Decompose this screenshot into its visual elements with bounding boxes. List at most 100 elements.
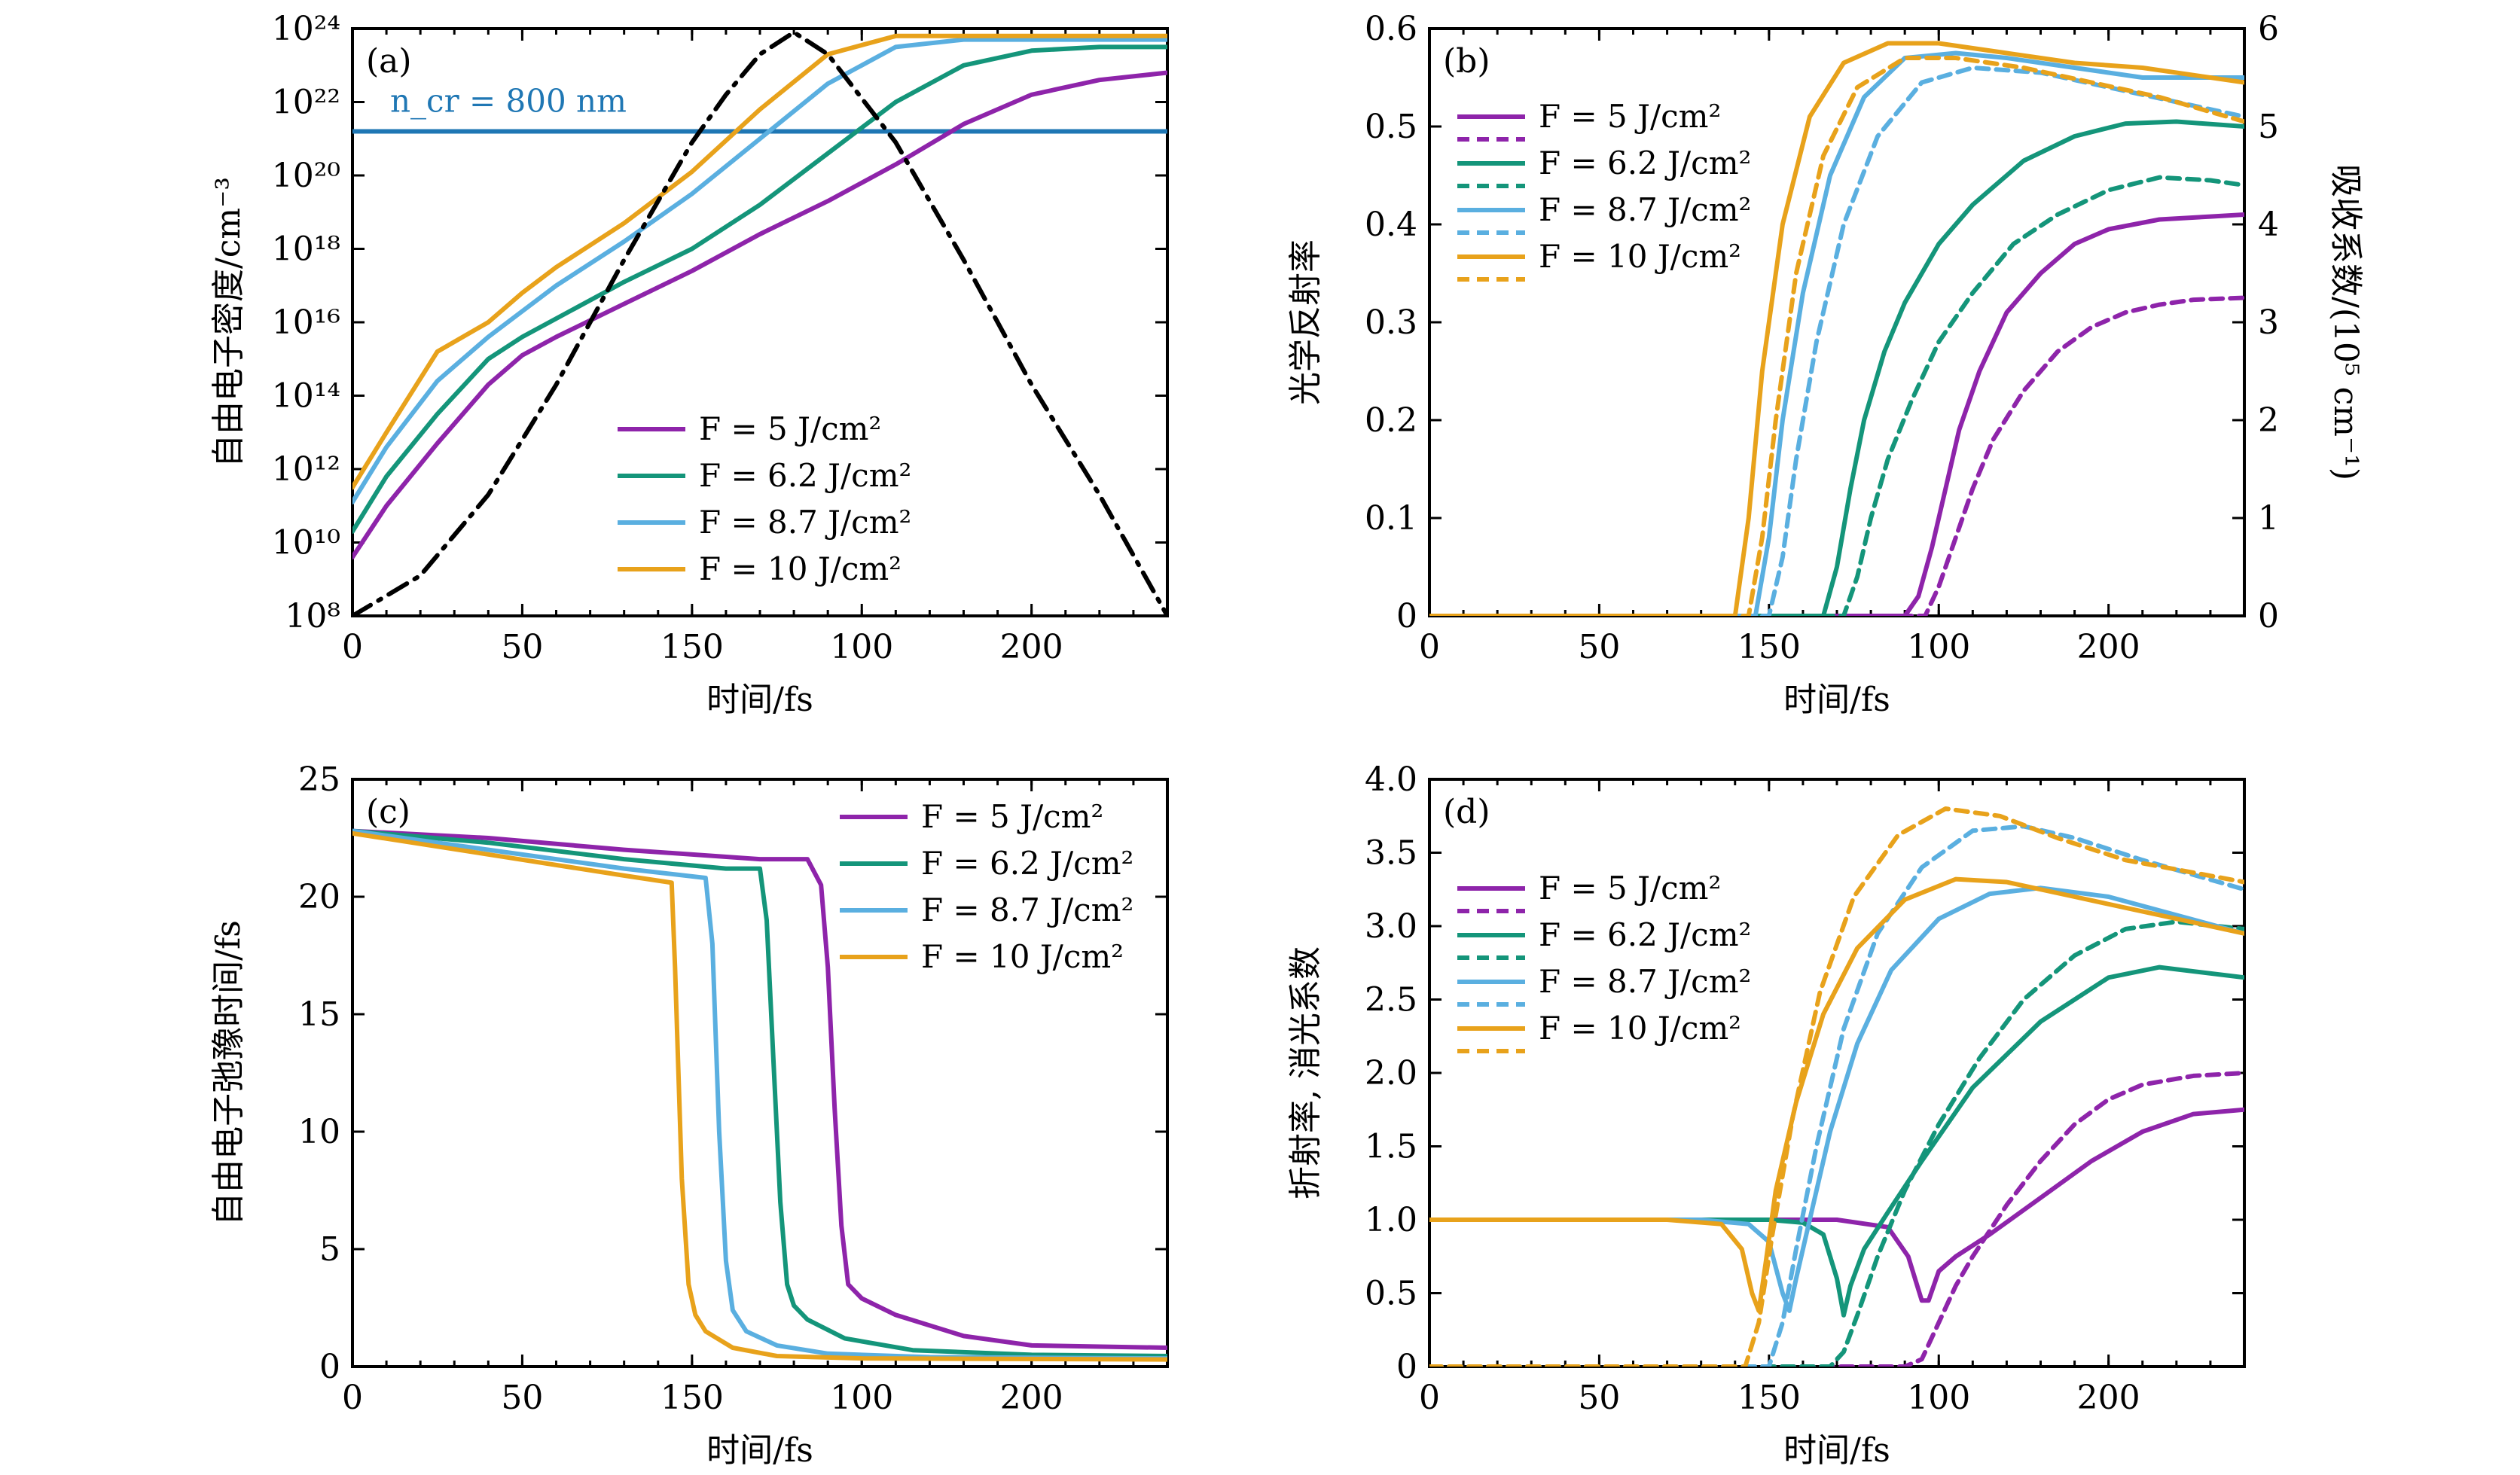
series-line-F = 10 J/cm² bbox=[1429, 41, 2244, 616]
plot-area bbox=[1429, 806, 2244, 1367]
y-tick-label: 0.1 bbox=[1365, 499, 1417, 538]
x-tick-label: 200 bbox=[1000, 1379, 1063, 1417]
series-line-pulse-dashdot bbox=[352, 29, 1167, 616]
panel-b: 0 50 150 100 200 0 0.1 0.2 0.3 0.4 0.5 0.6 0 1 2 3 4 5 6 吸收… bbox=[1286, 10, 2365, 719]
series-line-F = 5 J/cm² bbox=[352, 70, 1167, 559]
x-tick-label: 150 bbox=[661, 1379, 724, 1417]
series-line-F10-dashed bbox=[1429, 806, 2244, 1367]
legend-label: F = 5 J/cm² bbox=[699, 410, 881, 447]
x-axis-title: 时间/fs bbox=[1783, 681, 1890, 719]
x-tick-label: 150 bbox=[661, 628, 724, 666]
legend-label: F = 6.2 J/cm² bbox=[921, 845, 1133, 882]
series-line-F = 5 J/cm² bbox=[1429, 1107, 2244, 1303]
legend-label: F = 8.7 J/cm² bbox=[921, 891, 1133, 928]
series-line-F = 10 J/cm² bbox=[352, 830, 1167, 1362]
x-tick-label: 0 bbox=[342, 628, 363, 666]
y-tick-label: 10²² bbox=[272, 84, 340, 122]
y-right-tick-label: 6 bbox=[2258, 10, 2279, 48]
legend-label: F = 6.2 J/cm² bbox=[699, 457, 911, 494]
series-line-F = 8.7 J/cm² bbox=[1429, 885, 2244, 1313]
y-tick-label: 3.5 bbox=[1365, 834, 1417, 873]
x-tick-label: 150 bbox=[1737, 1379, 1801, 1417]
y-tick-label: 1.0 bbox=[1365, 1201, 1417, 1239]
y-axis-title: 折射率, 消光系数 bbox=[1286, 946, 1325, 1199]
legend-label: F = 10 J/cm² bbox=[921, 938, 1124, 975]
legend-label: F = 8.7 J/cm² bbox=[1539, 191, 1751, 228]
y-tick-label: 10¹⁸ bbox=[272, 230, 340, 269]
series-line-F = 6.2 J/cm² bbox=[352, 828, 1167, 1358]
x-axis-title: 时间/fs bbox=[706, 681, 813, 719]
x-tick-label: 100 bbox=[1907, 628, 1970, 666]
y-tick-label: 0.3 bbox=[1365, 303, 1417, 342]
panel-label: (b) bbox=[1443, 42, 1490, 81]
y-tick-label: 0 bbox=[1396, 597, 1417, 635]
y-axis-title: 光学反射率 bbox=[1286, 239, 1325, 405]
plot-area bbox=[1429, 41, 2244, 616]
series-line-F = 6.2 J/cm² bbox=[352, 44, 1167, 534]
y-right-axis-title: 吸收系数/(10⁵ cm⁻¹) bbox=[2326, 164, 2365, 480]
y-tick-label: 10¹⁰ bbox=[272, 524, 340, 562]
plot-area bbox=[352, 828, 1167, 1362]
x-tick-label: 200 bbox=[2077, 1379, 2140, 1417]
critical-density-annotation: n_cr = 800 nm bbox=[390, 83, 627, 120]
y-tick-label: 4.0 bbox=[1365, 760, 1417, 799]
x-tick-label: 150 bbox=[1737, 628, 1801, 666]
legend-label: F = 10 J/cm² bbox=[699, 550, 902, 587]
y-right-tick-label: 1 bbox=[2258, 499, 2279, 538]
y-axis-title: 自由电子密度/cm⁻³ bbox=[209, 177, 248, 468]
series-line-F = 5 J/cm² bbox=[1429, 212, 2244, 616]
y-right-tick-label: 5 bbox=[2258, 108, 2279, 146]
series-line-F8_7-dashed bbox=[1429, 66, 2244, 616]
y-tick-label: 1.5 bbox=[1365, 1128, 1417, 1166]
y-tick-label: 0.4 bbox=[1365, 206, 1417, 244]
series-line-F = 10 J/cm² bbox=[352, 33, 1167, 490]
x-tick-label: 100 bbox=[1907, 1379, 1970, 1417]
y-tick-label: 3.0 bbox=[1365, 907, 1417, 946]
x-tick-label: 100 bbox=[830, 628, 893, 666]
series-line-F8_7-dashed bbox=[1429, 824, 2244, 1367]
plot-area bbox=[352, 29, 1167, 616]
y-tick-label: 10 bbox=[298, 1113, 340, 1151]
x-tick-label: 0 bbox=[342, 1379, 363, 1417]
x-axis-title: 时间/fs bbox=[1783, 1431, 1890, 1470]
series-line-F = 8.7 J/cm² bbox=[1429, 50, 2244, 616]
y-tick-label: 0 bbox=[319, 1348, 340, 1386]
x-tick-label: 0 bbox=[1419, 628, 1440, 666]
series-line-F = 8.7 J/cm² bbox=[352, 37, 1167, 504]
y-right-tick-label: 4 bbox=[2258, 206, 2279, 244]
series-line-F = 5 J/cm² bbox=[352, 828, 1167, 1350]
y-tick-label: 2.0 bbox=[1365, 1054, 1417, 1093]
legend-label: F = 5 J/cm² bbox=[1539, 98, 1721, 135]
y-tick-label: 5 bbox=[319, 1230, 340, 1269]
legend-label: F = 10 J/cm² bbox=[1539, 238, 1741, 275]
legend-label: F = 8.7 J/cm² bbox=[1539, 963, 1751, 1000]
x-tick-label: 50 bbox=[1578, 1379, 1620, 1417]
series-line-F5-dashed bbox=[1429, 1071, 2244, 1367]
panel-a: 0 50 150 100 200 10⁸ 10¹⁰ 10¹² 10¹⁴ 10¹⁶ 10¹⁸ 10²⁰ 1… bbox=[209, 10, 1169, 719]
x-tick-label: 200 bbox=[1000, 628, 1063, 666]
x-tick-label: 100 bbox=[830, 1379, 893, 1417]
legend-label: F = 5 J/cm² bbox=[1539, 870, 1721, 907]
x-tick-label: 50 bbox=[501, 628, 543, 666]
y-right-tick-label: 0 bbox=[2258, 597, 2279, 635]
legend-label: F = 6.2 J/cm² bbox=[1539, 916, 1751, 953]
y-tick-label: 15 bbox=[298, 995, 340, 1034]
y-tick-label: 0 bbox=[1396, 1348, 1417, 1386]
y-tick-label: 0.6 bbox=[1365, 10, 1417, 48]
series-line-F6_2-dashed bbox=[1429, 175, 2244, 616]
x-axis-title: 时间/fs bbox=[706, 1431, 813, 1470]
y-tick-label: 10²⁰ bbox=[272, 157, 340, 195]
y-tick-label: 0.2 bbox=[1365, 401, 1417, 440]
x-tick-label: 50 bbox=[1578, 628, 1620, 666]
y-tick-label: 10¹² bbox=[272, 450, 340, 489]
y-tick-label: 20 bbox=[298, 878, 340, 916]
panel-label: (d) bbox=[1443, 793, 1490, 831]
series-line-F10-dashed bbox=[1429, 56, 2244, 616]
series-line-F = 6.2 J/cm² bbox=[1429, 119, 2244, 616]
series-line-F6_2-dashed bbox=[1429, 919, 2244, 1367]
x-tick-label: 50 bbox=[501, 1379, 543, 1417]
y-tick-label: 10¹⁴ bbox=[272, 377, 340, 416]
legend-label: F = 5 J/cm² bbox=[921, 798, 1103, 835]
y-right-tick-label: 3 bbox=[2258, 303, 2279, 342]
